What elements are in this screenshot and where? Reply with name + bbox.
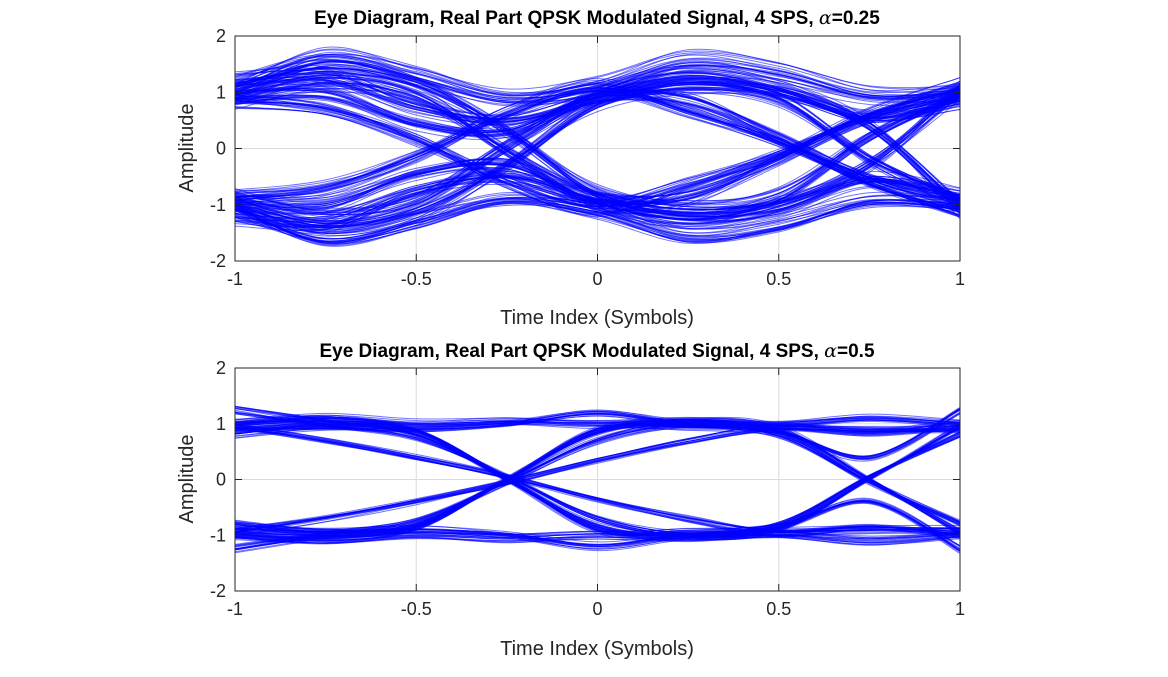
eye-trace-bottom-10 (234, 413, 961, 531)
y-tick-label: 1 (216, 414, 226, 434)
eye-trace-top-11 (234, 84, 961, 212)
eye-trace-bottom-11 (234, 428, 961, 548)
traces-top (234, 46, 961, 247)
eye-trace-top-8 (234, 73, 961, 122)
x-tick-label: -1 (227, 599, 243, 619)
eye-trace-bottom-9 (234, 424, 961, 545)
eye-trace-top-10 (234, 87, 961, 204)
x-tick-label: -1 (227, 269, 243, 289)
eye-trace-bottom-3 (234, 536, 961, 546)
y-tick-label: -2 (210, 581, 226, 601)
eye-trace-top-4 (234, 53, 961, 97)
y-axis-label-top: Amplitude (176, 104, 198, 193)
eye-trace-bottom-7 (234, 421, 961, 532)
eye-trace-top-11 (234, 90, 961, 210)
x-axis-label-bottom: Time Index (Symbols) (500, 638, 694, 660)
x-tick-label: -0.5 (401, 269, 432, 289)
eye-trace-top-11 (234, 96, 961, 200)
eye-trace-top-4 (234, 49, 961, 92)
x-tick-label: 0.5 (766, 599, 791, 619)
eye-trace-top-11 (234, 92, 961, 215)
y-tick-label: -1 (210, 525, 226, 545)
eye-trace-bottom-2 (234, 414, 961, 424)
y-tick-label: -1 (210, 195, 226, 215)
y-tick-label: 2 (216, 26, 226, 46)
eye-trace-bottom-6 (234, 424, 961, 535)
chart-title-top: Eye Diagram, Real Part QPSK Modulated Si… (314, 7, 880, 29)
eye-trace-top-10 (234, 94, 961, 200)
eye-trace-top-6 (234, 77, 961, 210)
x-tick-label: 0 (592, 269, 602, 289)
eye-trace-top-11 (234, 97, 961, 203)
eye-trace-bottom-6 (234, 426, 961, 537)
eye-trace-bottom-6 (234, 424, 961, 538)
eye-trace-top-11 (234, 99, 961, 211)
eye-trace-top-4 (234, 46, 961, 95)
eye-trace-top-1 (234, 68, 961, 206)
eye-trace-top-5 (234, 198, 961, 243)
x-tick-label: 0.5 (766, 269, 791, 289)
eye-trace-top-11 (234, 95, 961, 206)
x-tick-label: 1 (955, 269, 965, 289)
y-tick-label: -2 (210, 251, 226, 271)
x-tick-label: -0.5 (401, 599, 432, 619)
eye-trace-bottom-10 (234, 407, 961, 537)
y-tick-label: 1 (216, 82, 226, 102)
eye-trace-bottom-2 (234, 416, 961, 424)
eye-trace-top-5 (234, 202, 961, 245)
x-axis-label-top: Time Index (Symbols) (500, 307, 694, 329)
x-tick-label: 0 (592, 599, 602, 619)
y-tick-label: 0 (216, 139, 226, 159)
y-tick-label: 2 (216, 358, 226, 378)
traces-bottom (234, 405, 961, 554)
chart-title-bottom: Eye Diagram, Real Part QPSK Modulated Si… (319, 340, 875, 362)
eye-trace-bottom-5 (234, 532, 961, 552)
eye-trace-bottom-11 (234, 420, 961, 551)
x-tick-label: 1 (955, 599, 965, 619)
y-axis-label-bottom: Amplitude (176, 435, 198, 524)
eye-trace-top-10 (234, 89, 961, 204)
eye-trace-top-11 (234, 101, 961, 204)
y-tick-label: 0 (216, 470, 226, 490)
eye-trace-bottom-9 (234, 426, 961, 546)
eye-trace-top-8 (234, 69, 961, 117)
